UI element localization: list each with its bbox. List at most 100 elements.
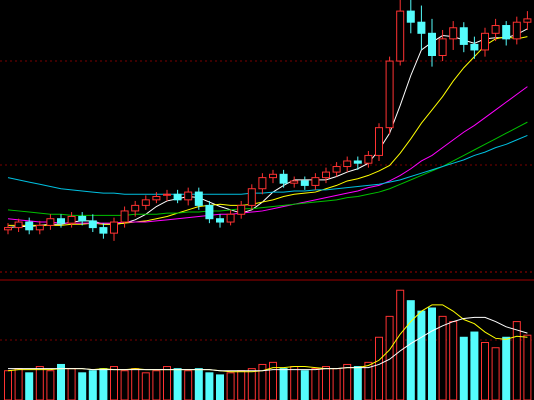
volume-bar bbox=[311, 368, 320, 400]
candle-body bbox=[78, 215, 87, 222]
volume-bar bbox=[512, 321, 521, 400]
candle-body bbox=[491, 25, 500, 34]
volume-bar bbox=[279, 368, 288, 400]
candle-body bbox=[322, 171, 330, 179]
volume-bar bbox=[194, 368, 203, 400]
ma-line bbox=[7, 86, 528, 224]
price-pane bbox=[4, 0, 532, 241]
candle-body bbox=[406, 10, 415, 23]
candle-body bbox=[25, 221, 34, 231]
candle-body bbox=[459, 27, 468, 45]
candle-body bbox=[343, 160, 352, 168]
candle-body bbox=[428, 32, 436, 57]
volume-pane bbox=[4, 289, 532, 400]
volume-bar bbox=[353, 366, 362, 400]
volume-bar bbox=[269, 361, 277, 400]
volume-bar bbox=[332, 368, 341, 400]
candle-body bbox=[237, 204, 246, 215]
volume-bar bbox=[120, 370, 129, 400]
candle-body bbox=[120, 210, 129, 223]
volume-bar bbox=[459, 336, 468, 400]
volume-bar bbox=[258, 363, 267, 400]
candle-body bbox=[152, 196, 161, 201]
candle-body bbox=[4, 227, 12, 231]
volume-bar bbox=[491, 347, 500, 400]
candle-body bbox=[194, 191, 203, 206]
volume-bar bbox=[438, 315, 447, 400]
candle-body bbox=[438, 38, 447, 57]
volume-bar bbox=[131, 368, 140, 400]
volume-bar bbox=[481, 342, 489, 400]
candle-body bbox=[205, 204, 214, 220]
volume-bar bbox=[385, 315, 394, 400]
candle-body bbox=[375, 127, 383, 156]
candle-body bbox=[184, 191, 193, 201]
candle-body bbox=[88, 220, 97, 229]
volume-bar bbox=[364, 361, 373, 400]
volume-bar bbox=[470, 331, 479, 400]
candle-body bbox=[470, 43, 479, 51]
candle-body bbox=[173, 193, 182, 201]
volume-bar bbox=[428, 307, 436, 400]
volume-bar bbox=[35, 366, 44, 400]
volume-bar bbox=[4, 370, 12, 400]
volume-bar bbox=[237, 370, 246, 400]
volume-bar bbox=[163, 366, 171, 400]
candle-body bbox=[385, 60, 394, 129]
candle-body bbox=[279, 173, 288, 184]
candle-body bbox=[35, 224, 44, 231]
ma-line bbox=[7, 28, 528, 229]
candle-body bbox=[300, 180, 309, 186]
volume-bar bbox=[375, 336, 383, 400]
candle-body bbox=[353, 160, 362, 164]
candle-body bbox=[449, 27, 458, 40]
candle-body bbox=[57, 218, 65, 224]
volume-bar bbox=[67, 368, 76, 400]
candle-body bbox=[512, 21, 521, 40]
volume-bar bbox=[141, 372, 150, 400]
candle-body bbox=[502, 25, 511, 40]
candle-body bbox=[290, 180, 299, 184]
candle-body bbox=[163, 193, 171, 196]
candle-body bbox=[332, 166, 341, 173]
volume-bar bbox=[205, 372, 214, 400]
volume-bar bbox=[406, 300, 415, 400]
volume-bar bbox=[449, 321, 458, 400]
candle-body bbox=[311, 177, 320, 186]
volume-bar bbox=[152, 370, 161, 400]
candle-body bbox=[110, 221, 118, 234]
volume-bar bbox=[110, 366, 118, 400]
volume-bar bbox=[502, 336, 511, 400]
volume-bar bbox=[417, 310, 426, 400]
ma-line bbox=[7, 134, 528, 195]
candle-body bbox=[364, 154, 373, 164]
volume-bar bbox=[184, 370, 193, 400]
volume-bar bbox=[46, 370, 55, 400]
volume-bar bbox=[523, 334, 532, 400]
candle-body bbox=[523, 18, 532, 23]
candle-body bbox=[141, 199, 150, 206]
candle-body bbox=[481, 32, 489, 51]
candle-body bbox=[226, 213, 235, 223]
candle-body bbox=[216, 218, 224, 223]
volume-bar bbox=[290, 366, 299, 400]
candle-body bbox=[258, 177, 267, 190]
volume-bar bbox=[78, 372, 87, 400]
ma-line bbox=[8, 316, 528, 372]
candle-body bbox=[269, 173, 277, 179]
candle-body bbox=[99, 227, 108, 234]
candle-body bbox=[46, 218, 55, 226]
candle-body bbox=[67, 215, 76, 224]
volume-bar bbox=[226, 372, 235, 400]
volume-bar bbox=[247, 368, 256, 400]
candle-body bbox=[396, 10, 405, 62]
volume-bar bbox=[25, 372, 34, 400]
volume-bar bbox=[173, 368, 182, 400]
volume-bar bbox=[343, 363, 352, 400]
candle-body bbox=[131, 204, 140, 212]
candle-body bbox=[417, 21, 426, 34]
volume-bar bbox=[322, 366, 330, 400]
candle-body bbox=[247, 188, 256, 206]
candle-body bbox=[14, 221, 23, 229]
volume-bar bbox=[14, 368, 23, 400]
